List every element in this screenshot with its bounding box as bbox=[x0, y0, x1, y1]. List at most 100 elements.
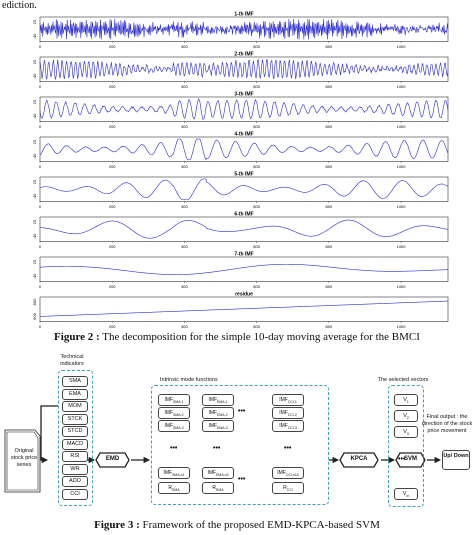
x-tick-label: 800 bbox=[326, 244, 333, 249]
x-tick-label: 400 bbox=[181, 284, 188, 289]
x-tick-label: 800 bbox=[326, 44, 333, 49]
x-tick-label: 600 bbox=[253, 164, 260, 169]
x-tick-label: 1000 bbox=[397, 84, 407, 89]
y-tick-label: -40 bbox=[32, 153, 37, 160]
y-tick-label: -40 bbox=[32, 73, 37, 80]
x-tick-label: 200 bbox=[109, 164, 116, 169]
figure-2-label: Figure 2 : bbox=[54, 331, 100, 343]
x-tick-label: 0 bbox=[39, 124, 42, 129]
panel-title: 5-th IMF bbox=[234, 172, 253, 178]
y-tick-label: -40 bbox=[32, 233, 37, 240]
imf-group bbox=[151, 385, 329, 505]
y-tick-label: -40 bbox=[32, 113, 37, 120]
x-tick-label: 200 bbox=[109, 84, 116, 89]
imf-panel-4: 4-th IMF 20 -400 200 400 600 800 1000 bbox=[32, 132, 449, 169]
x-tick-label: 200 bbox=[109, 124, 116, 129]
indicator-wr: WR bbox=[62, 463, 88, 475]
imf-box: IMFEMA,1 bbox=[202, 394, 234, 406]
indicator-sma: SMA bbox=[62, 376, 88, 387]
imf-series-line bbox=[39, 263, 449, 275]
y-tick-label: 20 bbox=[32, 179, 37, 184]
x-tick-label: 600 bbox=[253, 324, 260, 328]
x-tick-label: 400 bbox=[181, 324, 188, 328]
imf-panel-3: 3-th IMF 20 -400 200 400 600 800 1000 bbox=[32, 92, 449, 129]
imf-box: IMFCCI,2 bbox=[272, 407, 304, 419]
imf-panel-2: 2-th IMF 20 -400 200 400 600 800 1000 bbox=[32, 52, 449, 89]
svm-node: SVM bbox=[403, 456, 417, 462]
x-tick-label: 800 bbox=[326, 84, 333, 89]
imf-box: IMFCCI,1 bbox=[272, 394, 304, 406]
panel-title: 3-th IMF bbox=[234, 92, 253, 98]
panel-frame bbox=[39, 176, 449, 202]
x-tick-label: 0 bbox=[39, 324, 42, 328]
indicator-ema: EMA bbox=[62, 388, 88, 400]
indicator-mom: MOM bbox=[62, 401, 88, 412]
x-tick-label: 600 bbox=[253, 84, 260, 89]
figure-2-text: The decomposition for the simple 10-day … bbox=[99, 331, 420, 343]
imf-series-line bbox=[39, 98, 449, 121]
x-tick-label: 1000 bbox=[397, 164, 407, 169]
x-tick-label: 800 bbox=[326, 164, 333, 169]
y-tick-label: 600 bbox=[32, 312, 37, 319]
vector-vm: Vm bbox=[394, 488, 418, 500]
imf-panel-5: 5-th IMF 20 -400 200 400 600 800 1000 bbox=[32, 172, 449, 209]
x-tick-label: 1000 bbox=[397, 324, 407, 328]
x-tick-label: 400 bbox=[181, 204, 188, 209]
ellipsis: ••• bbox=[284, 445, 292, 452]
indicator-stck: STCK bbox=[62, 413, 88, 425]
imf-box: IMFCCI,n10 bbox=[272, 467, 304, 479]
x-tick-label: 1000 bbox=[397, 244, 407, 249]
imf-box: IMFSMA,1 bbox=[158, 394, 190, 406]
imf-title: Intrinsic mode functions bbox=[160, 377, 218, 383]
x-tick-label: 200 bbox=[109, 324, 116, 328]
imf-box: IMFEMA,n2 bbox=[202, 467, 234, 479]
figure-3-text: Framework of the proposed EMD-KPCA-based… bbox=[139, 519, 380, 531]
emd-node: EMD bbox=[105, 456, 120, 462]
imf-series-line bbox=[39, 58, 449, 80]
imf-box: IMFSMA,n1 bbox=[158, 467, 190, 479]
framework-diagram: Original stock price series Technical in… bbox=[0, 352, 474, 514]
up-down-output: Up/ Down bbox=[442, 450, 470, 470]
x-tick-label: 1000 bbox=[397, 44, 407, 49]
vector-v3: V3 bbox=[394, 426, 418, 438]
indicator-rsi: RSI bbox=[62, 451, 88, 462]
ellipsis: ••• bbox=[170, 445, 178, 452]
y-tick-label: 20 bbox=[32, 19, 37, 24]
ellipsis: ••• bbox=[398, 456, 406, 463]
indicator-cci: CCI bbox=[62, 488, 88, 500]
input-series-label: Original stock price series bbox=[10, 448, 38, 468]
y-tick-label: -40 bbox=[32, 193, 37, 200]
x-tick-label: 0 bbox=[39, 244, 42, 249]
indicator-stcd: STCD bbox=[62, 426, 88, 437]
figure-2-caption: Figure 2 : The decomposition for the sim… bbox=[0, 331, 474, 343]
selected-vectors-group bbox=[388, 385, 424, 507]
truncated-text-fragment: ediction. bbox=[2, 0, 37, 11]
x-tick-label: 800 bbox=[326, 124, 333, 129]
framework-connectors bbox=[4, 405, 442, 493]
x-tick-label: 200 bbox=[109, 284, 116, 289]
y-tick-label: 20 bbox=[32, 99, 37, 104]
selected-vectors-title: The selected vectors bbox=[377, 377, 429, 383]
x-tick-label: 600 bbox=[253, 284, 260, 289]
x-tick-label: 0 bbox=[39, 84, 42, 89]
x-tick-label: 0 bbox=[39, 44, 42, 49]
imf-panel-1: 1-th IMF 20 -400 200 400 600 800 1000 bbox=[32, 12, 449, 49]
x-tick-label: 600 bbox=[253, 244, 260, 249]
x-tick-label: 1000 bbox=[397, 124, 407, 129]
x-tick-label: 600 bbox=[253, 124, 260, 129]
indicator-macd: MACD bbox=[62, 438, 88, 450]
y-tick-label: -40 bbox=[32, 33, 37, 40]
x-tick-label: 1000 bbox=[397, 284, 407, 289]
imf-series-line bbox=[39, 138, 449, 161]
panel-title: 1-th IMF bbox=[234, 12, 253, 18]
final-output-label: Final output : the direction of the stoc… bbox=[421, 414, 473, 434]
imf-panel-8: residue 800 600 0 200 400 600 800 1000 bbox=[32, 292, 449, 328]
x-tick-label: 600 bbox=[253, 44, 260, 49]
x-tick-label: 400 bbox=[181, 244, 188, 249]
vector-v1: V1 bbox=[394, 394, 418, 406]
x-tick-label: 400 bbox=[181, 44, 188, 49]
imf-box: RSMA bbox=[158, 482, 190, 494]
imf-box: IMFEMA,2 bbox=[202, 407, 234, 419]
x-tick-label: 800 bbox=[326, 204, 333, 209]
